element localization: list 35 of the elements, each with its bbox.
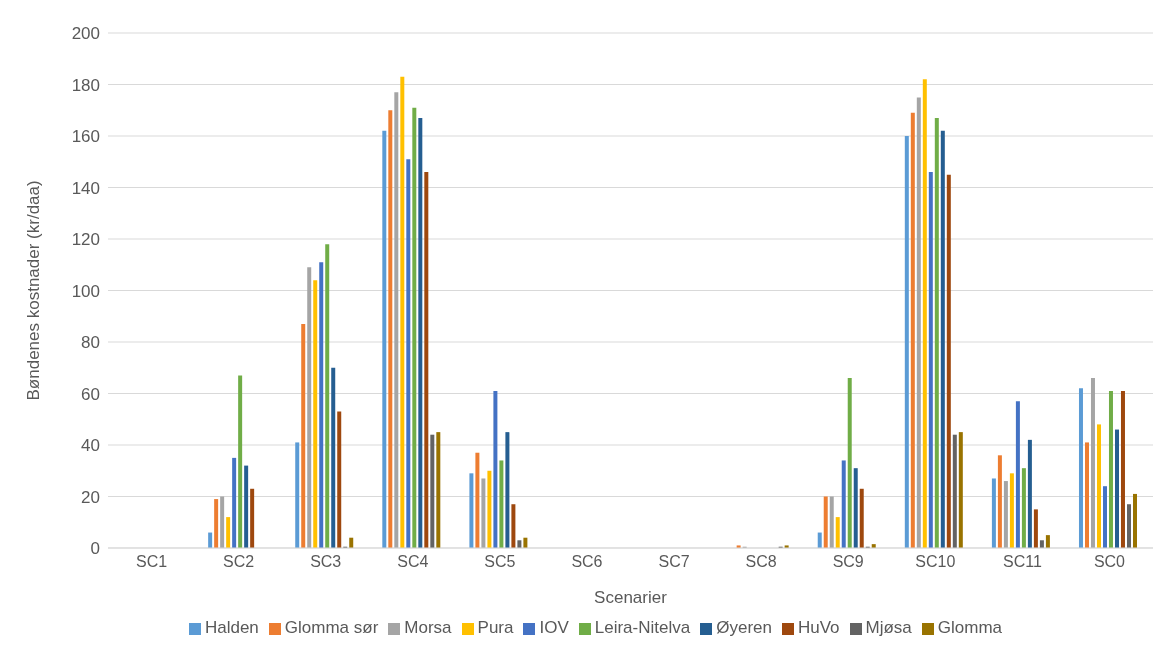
y-tick-label: 20 (81, 487, 100, 507)
y-tick-label: 60 (81, 384, 100, 404)
x-tick-label: SC0 (1093, 553, 1126, 571)
x-tick-label: SC4 (397, 553, 429, 571)
x-tick-label: SC3 (310, 553, 342, 571)
y-tick-label: 140 (71, 178, 100, 198)
legend-label: Pura (477, 618, 514, 637)
x-tick-label: SC5 (484, 553, 516, 571)
legend-label: Leira-Nitelva (594, 618, 691, 637)
legend-label: Øyeren (716, 618, 772, 637)
x-tick-label: SC6 (571, 553, 603, 571)
x-tick-label: SC11 (1002, 553, 1042, 571)
legend-label: Glomma (937, 618, 1003, 637)
x-axis-title: Scenarier (594, 588, 668, 607)
y-tick-label: 120 (71, 230, 100, 250)
x-tick-label: SC2 (223, 553, 255, 571)
legend-label: Glomma sør (284, 618, 379, 637)
y-tick-label: 0 (90, 539, 100, 559)
y-tick-label: 160 (71, 127, 100, 147)
y-axis-title: Bøndenes kostnader (kr/daa) (24, 180, 44, 401)
y-tick-label: 40 (81, 436, 100, 456)
x-tick-label: SC8 (745, 553, 777, 571)
legend-label: Halden (204, 618, 259, 637)
x-tick-label: SC10 (915, 553, 956, 571)
legend-label: Morsa (404, 618, 452, 637)
x-tick-label: SC1 (135, 553, 168, 571)
legend-label: HuVo (797, 618, 840, 637)
y-tick-label: 180 (71, 75, 100, 95)
x-tick-label: SC7 (658, 553, 690, 571)
x-tick-label: SC9 (832, 553, 864, 571)
y-tick-label: 80 (81, 333, 100, 353)
y-tick-label: 100 (71, 281, 100, 301)
legend-label: IOV (539, 618, 569, 637)
legend-label: Mjøsa (865, 618, 912, 637)
y-tick-label: 200 (71, 24, 100, 44)
